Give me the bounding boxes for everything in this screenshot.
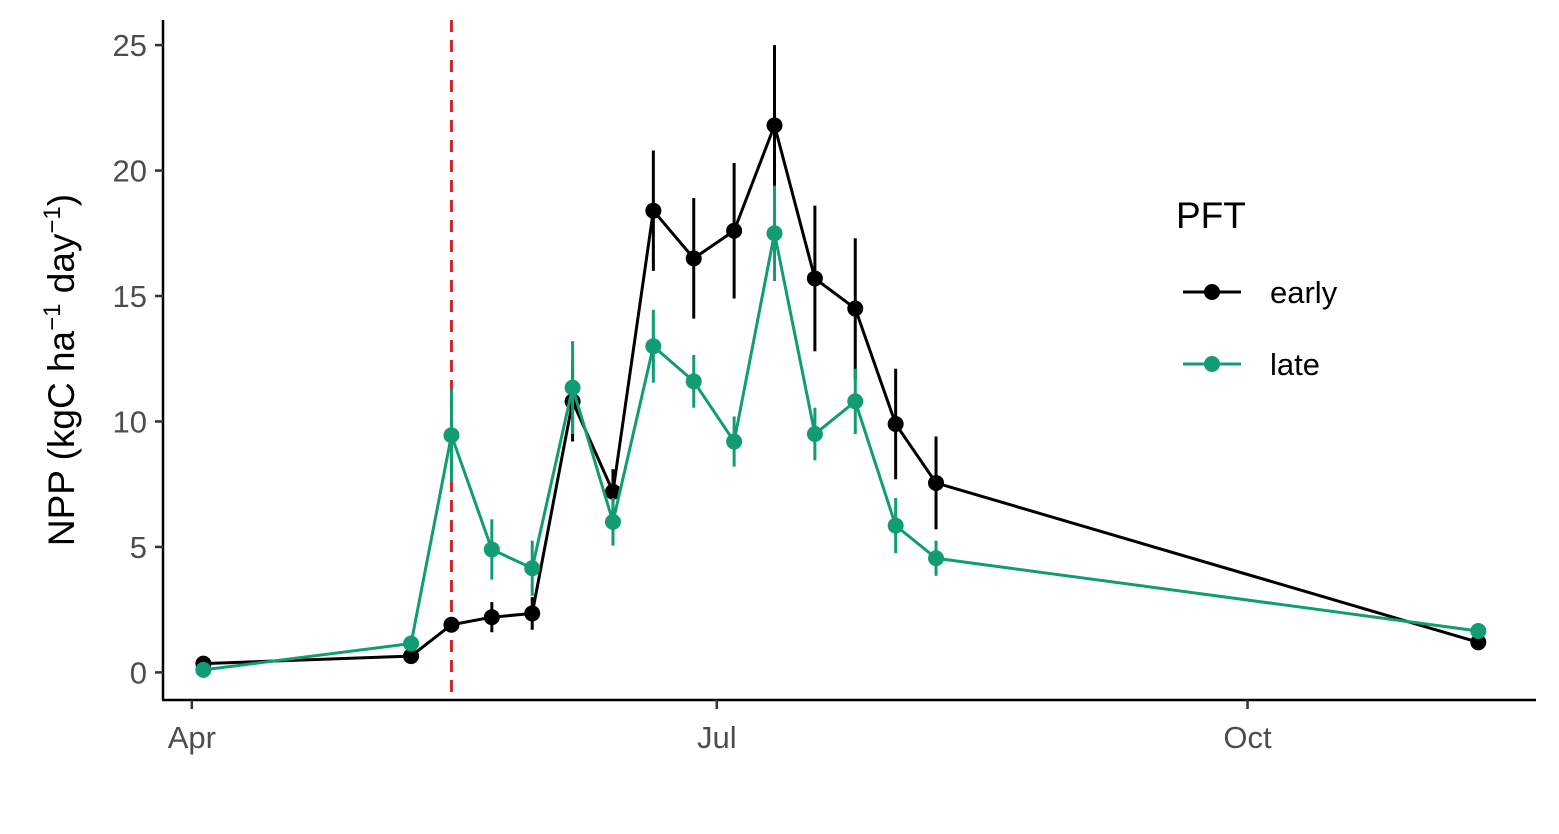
data-point-late (604, 513, 621, 530)
series-layer (195, 45, 1487, 678)
y-tick-label: 25 (113, 28, 147, 63)
data-point-late (524, 560, 541, 577)
data-point-late (403, 635, 420, 652)
legend-key-point-early (1204, 284, 1220, 300)
axes (161, 20, 1536, 702)
data-point-early (483, 609, 500, 626)
data-point-late (564, 379, 581, 396)
data-point-early (604, 483, 621, 500)
data-point-late (443, 427, 460, 444)
legend-label-late: late (1270, 347, 1320, 382)
y-tick-label: 20 (113, 154, 147, 189)
data-point-early (685, 250, 702, 267)
x-tick-label: Oct (1223, 720, 1272, 755)
data-point-late (766, 225, 783, 242)
data-point-late (483, 541, 500, 558)
x-tick-label: Apr (168, 720, 216, 755)
data-point-early (887, 415, 904, 432)
data-point-early (645, 202, 662, 219)
y-tick-label: 5 (130, 530, 147, 565)
y-tick-label: 0 (130, 655, 147, 690)
data-point-late (847, 393, 864, 410)
data-point-late (195, 661, 212, 678)
data-point-early (1470, 634, 1487, 651)
data-point-early (726, 222, 743, 239)
data-point-early (524, 605, 541, 622)
legend-title: PFT (1176, 195, 1246, 236)
legend-key-point-late (1204, 356, 1220, 372)
data-point-early (928, 474, 945, 491)
data-point-late (645, 338, 662, 355)
data-point-late (726, 433, 743, 450)
data-point-late (806, 426, 823, 443)
data-point-late (1470, 622, 1487, 639)
series-late (195, 185, 1487, 678)
legend: PFT early late (1176, 195, 1338, 382)
data-point-early (806, 270, 823, 287)
data-point-late (887, 517, 904, 534)
series-line-late (203, 231, 1479, 672)
legend-label-early: early (1270, 275, 1338, 310)
data-point-early (443, 616, 460, 633)
series-line-early (203, 123, 1479, 666)
legend-items: early late (1183, 275, 1338, 382)
y-tick-label: 15 (113, 279, 147, 314)
data-point-early (847, 300, 864, 317)
x-tick-label: Jul (697, 720, 737, 755)
y-tick-label: 10 (113, 404, 147, 439)
data-point-early (403, 648, 420, 665)
x-ticks: Apr Jul Oct (168, 700, 1272, 755)
data-point-late (928, 550, 945, 567)
y-ticks: 0 5 10 15 20 25 (113, 28, 163, 690)
data-point-early (766, 117, 783, 134)
data-point-late (685, 373, 702, 390)
y-axis-title: NPP (kgC ha−1 day−1) (39, 194, 82, 546)
